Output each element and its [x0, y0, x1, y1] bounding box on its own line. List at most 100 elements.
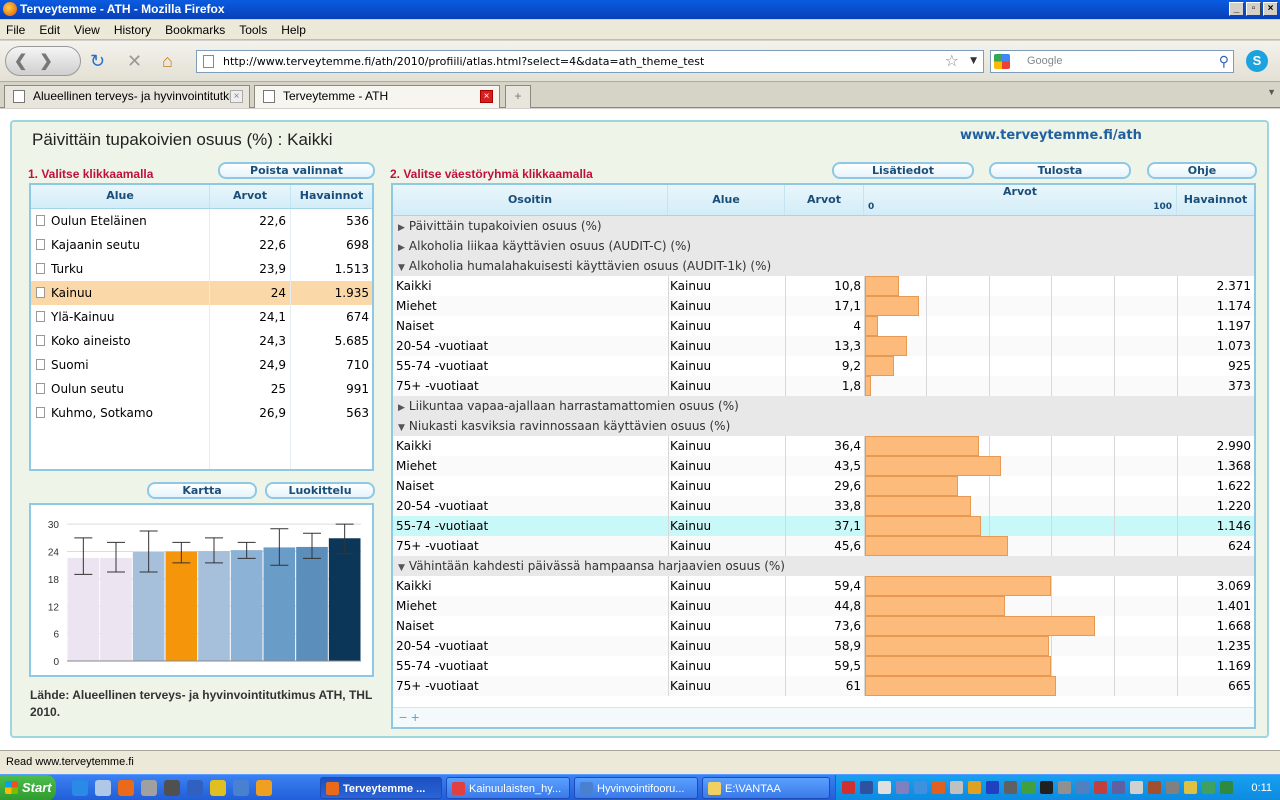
indicator-group[interactable]: ▶ Päivittäin tupakoivien osuus (%) — [393, 216, 1254, 236]
volume-icon[interactable] — [1184, 781, 1197, 794]
tray-icon[interactable] — [1040, 781, 1053, 794]
expanded-arrow-icon[interactable]: ▼ — [398, 423, 405, 433]
tray-icon[interactable] — [1166, 781, 1179, 794]
stop-icon[interactable]: ✕ — [127, 51, 143, 71]
region-row[interactable]: Kainuu 24 1.935 — [31, 281, 372, 305]
tray-icon[interactable] — [1094, 781, 1107, 794]
task-hyvinvointifoorumi[interactable]: Hyvinvointifooru... — [574, 777, 698, 799]
back-forward-buttons[interactable]: ❮ ❯ — [5, 46, 81, 76]
region-row[interactable]: Ylä-Kainuu 24,1 674 — [31, 305, 372, 329]
col-osoitin[interactable]: Osoitin — [393, 185, 668, 215]
col-alue[interactable]: Alue — [668, 185, 785, 215]
ie-icon[interactable] — [72, 780, 88, 796]
collapsed-arrow-icon[interactable]: ▶ — [398, 403, 405, 413]
task-terveytemme[interactable]: Terveytemme ... — [320, 777, 442, 799]
close-tab-icon[interactable]: × — [480, 90, 493, 103]
indicator-row[interactable]: Miehet Kainuu 17,1 1.174 — [393, 296, 1254, 316]
col-havainnot[interactable]: Havainnot — [299, 189, 364, 202]
docs-icon[interactable] — [95, 780, 111, 796]
tray-icon[interactable] — [932, 781, 945, 794]
menu-history[interactable]: History — [113, 22, 152, 37]
indicator-group[interactable]: ▼ Niukasti kasviksia ravinnossaan käyttäv… — [393, 416, 1254, 436]
indicator-row[interactable]: Naiset Kainuu 29,6 1.622 — [393, 476, 1254, 496]
close-tab-icon[interactable]: × — [230, 90, 243, 103]
tray-icon[interactable] — [1058, 781, 1071, 794]
tray-icon[interactable] — [878, 781, 891, 794]
region-row[interactable]: Koko aineisto 24,3 5.685 — [31, 329, 372, 353]
col-arvot[interactable]: Arvot — [210, 185, 291, 208]
indicator-group[interactable]: ▼ Alkoholia humalahakuisesti käyttävien o… — [393, 256, 1254, 276]
col-bar[interactable]: Arvot 0 100 — [864, 185, 1177, 215]
more-info-button[interactable]: Lisätiedot — [832, 162, 974, 179]
tab-list-icon[interactable]: ▼ — [1267, 87, 1276, 97]
url-dropdown-icon[interactable]: ▼ — [970, 56, 977, 66]
indicator-row[interactable]: 75+ -vuotiaat Kainuu 45,6 624 — [393, 536, 1254, 556]
indicator-row[interactable]: 55-74 -vuotiaat Kainuu 37,1 1.146 — [393, 516, 1254, 536]
tray-icon[interactable] — [1148, 781, 1161, 794]
site-link[interactable]: www.terveytemme.fi/ath — [960, 128, 1142, 143]
tray-icon[interactable] — [1112, 781, 1125, 794]
tray-icon[interactable] — [1004, 781, 1017, 794]
bookmark-star-icon[interactable]: ☆ — [944, 51, 959, 70]
region-row[interactable]: Turku 23,9 1.513 — [31, 257, 372, 281]
indicator-row[interactable]: Miehet Kainuu 43,5 1.368 — [393, 456, 1254, 476]
minimize-button[interactable]: _ — [1229, 2, 1244, 16]
indicator-row[interactable]: 75+ -vuotiaat Kainuu 61 665 — [393, 676, 1254, 696]
collapsed-arrow-icon[interactable]: ▶ — [398, 223, 405, 233]
app-icon[interactable] — [256, 780, 272, 796]
indicator-row[interactable]: 20-54 -vuotiaat Kainuu 13,3 1.073 — [393, 336, 1254, 356]
app-icon[interactable] — [164, 780, 180, 796]
indicator-row[interactable]: Kaikki Kainuu 59,4 3.069 — [393, 576, 1254, 596]
back-arrow-icon[interactable]: ❮ — [14, 53, 28, 70]
tray-icon[interactable] — [950, 781, 963, 794]
region-row[interactable]: Kajaanin seutu 22,6 698 — [31, 233, 372, 257]
home-icon[interactable]: ⌂ — [162, 51, 173, 71]
indicator-row[interactable]: 55-74 -vuotiaat Kainuu 9,2 925 — [393, 356, 1254, 376]
google-icon[interactable] — [994, 54, 1010, 69]
region-row[interactable]: Suomi 24,9 710 — [31, 353, 372, 377]
expanded-arrow-icon[interactable]: ▼ — [398, 563, 405, 573]
firefox-quicklaunch-icon[interactable] — [118, 780, 134, 796]
word-icon[interactable] — [233, 780, 249, 796]
bluetooth-icon[interactable] — [986, 781, 999, 794]
collapsed-arrow-icon[interactable]: ▶ — [398, 243, 405, 253]
expanded-arrow-icon[interactable]: ▼ — [398, 263, 405, 273]
indicator-row[interactable]: Miehet Kainuu 44,8 1.401 — [393, 596, 1254, 616]
col-havainnot[interactable]: Havainnot — [1183, 193, 1248, 206]
collapse-expand-controls[interactable]: − + — [399, 709, 420, 725]
tray-icon[interactable] — [896, 781, 909, 794]
reload-icon[interactable]: ↻ — [90, 51, 106, 71]
url-bar[interactable]: http://www.terveytemme.fi/ath/2010/profi… — [196, 50, 984, 73]
tab-alueellinen[interactable]: Alueellinen terveys- ja hyvinvointitutki… — [4, 85, 250, 108]
clear-selection-button[interactable]: Poista valinnat — [218, 162, 375, 179]
indicator-row[interactable]: 20-54 -vuotiaat Kainuu 58,9 1.235 — [393, 636, 1254, 656]
indicator-row[interactable]: Naiset Kainuu 4 1.197 — [393, 316, 1254, 336]
menu-tools[interactable]: Tools — [239, 22, 268, 37]
search-icon[interactable]: ⚲ — [1218, 53, 1229, 69]
menu-help[interactable]: Help — [281, 22, 306, 37]
indicator-group[interactable]: ▶ Alkoholia liikaa käyttävien osuus (AUDI… — [393, 236, 1254, 256]
menu-view[interactable]: View — [74, 22, 100, 37]
region-row[interactable]: Kuhmo, Sotkamo 26,9 563 — [31, 401, 372, 425]
close-window-button[interactable]: × — [1263, 2, 1278, 16]
app-icon[interactable] — [141, 780, 157, 796]
new-tab-button[interactable]: + — [505, 85, 531, 108]
help-button[interactable]: Ohje — [1147, 162, 1257, 179]
col-arvot[interactable]: Arvot — [785, 185, 864, 215]
menu-edit[interactable]: Edit — [39, 22, 61, 37]
tree-controls[interactable]: − + — [393, 707, 1254, 727]
print-button[interactable]: Tulosta — [989, 162, 1131, 179]
tray-icon[interactable] — [1076, 781, 1089, 794]
skype-icon[interactable]: S — [1246, 50, 1268, 72]
map-button[interactable]: Kartta — [147, 482, 257, 499]
task-kainuulaisten[interactable]: Kainuulaisten_hy... — [446, 777, 570, 799]
tab-terveytemme[interactable]: Terveytemme - ATH × — [254, 85, 500, 108]
indicator-group[interactable]: ▶ Liikuntaa vapaa-ajallaan harrastamattom… — [393, 396, 1254, 416]
region-row[interactable]: Oulun Eteläinen 22,6 536 — [31, 209, 372, 233]
tray-icon[interactable] — [1220, 781, 1233, 794]
col-alue[interactable]: Alue — [31, 185, 210, 208]
network-icon[interactable] — [1202, 781, 1215, 794]
indicator-row[interactable]: 75+ -vuotiaat Kainuu 1,8 373 — [393, 376, 1254, 396]
indicator-group[interactable]: ▼ Vähintään kahdesti päivässä hampaansa h… — [393, 556, 1254, 576]
indicator-row[interactable]: Naiset Kainuu 73,6 1.668 — [393, 616, 1254, 636]
